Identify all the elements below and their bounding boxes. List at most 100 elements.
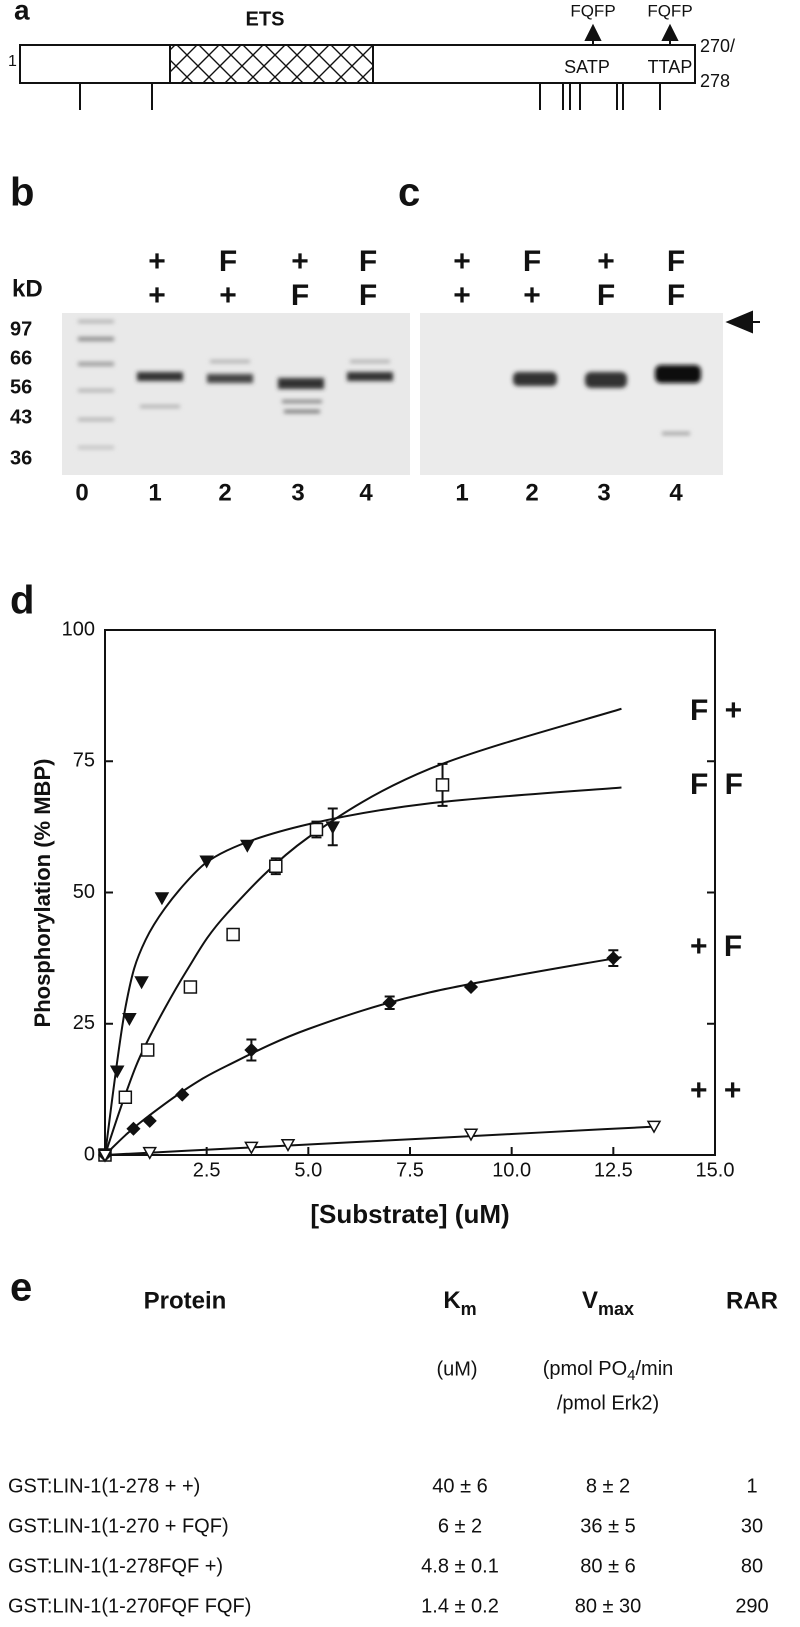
marker-label: 97 — [10, 318, 32, 340]
data-point — [134, 976, 149, 990]
gel-bands — [78, 320, 393, 449]
data-point — [309, 822, 324, 837]
marker-label: 56 — [10, 376, 32, 398]
table-cell: GST:LIN-1(1-270 + FQF) — [8, 1515, 229, 1537]
site-arrow — [584, 23, 679, 45]
header-sub: m — [461, 1299, 477, 1319]
column-header: RAR — [726, 1287, 778, 1314]
lane-header: + — [453, 245, 471, 278]
lane-number: 3 — [597, 479, 610, 506]
table-cell: 1 — [746, 1475, 757, 1497]
lane-number: 1 — [455, 479, 468, 506]
site-label: TTAP — [648, 57, 693, 77]
data-point — [382, 995, 397, 1010]
column-header: Protein — [144, 1287, 227, 1314]
data-point — [244, 1141, 259, 1155]
panel-letter: e — [10, 1266, 32, 1310]
ets-domain — [169, 44, 374, 84]
unit-text: (pmol PO — [543, 1358, 627, 1380]
data-point — [183, 980, 198, 994]
table-cell: 80 ± 6 — [580, 1555, 635, 1577]
band-arrow — [725, 310, 760, 334]
site-label: FQFP — [647, 1, 692, 20]
lane-header: F — [523, 245, 541, 278]
data-point — [435, 778, 450, 792]
end-label: 270/ — [700, 36, 735, 56]
lane-number: 1 — [148, 479, 161, 506]
data-point — [325, 821, 341, 835]
data-point — [269, 859, 283, 873]
lane-number: 2 — [525, 479, 538, 506]
data-point — [118, 1090, 133, 1104]
start-label: 1 — [8, 53, 17, 70]
data-point — [463, 1128, 479, 1142]
x-tick-label: 5.0 — [294, 1159, 322, 1181]
panel-letter: b — [10, 171, 34, 215]
site-label: SATP — [564, 57, 610, 77]
marker-label: 43 — [10, 406, 32, 428]
y-tick-label: 75 — [73, 750, 95, 772]
lane-number: 0 — [75, 479, 88, 506]
lane-header: + — [219, 279, 237, 312]
x-axis-label: [Substrate] (uM) — [310, 1199, 509, 1229]
series-label: F + — [690, 694, 742, 727]
lane-number: 3 — [291, 479, 304, 506]
gel-bands — [513, 365, 701, 435]
y-tick-label: 50 — [73, 881, 95, 903]
lane-number: 4 — [669, 479, 683, 506]
panel-a: a ETS 1 270/ 278 FQFP FQFP SATP TTAP — [8, 0, 735, 110]
unit-label: (uM) — [436, 1358, 477, 1380]
header-text: K — [443, 1287, 461, 1314]
lane-number: 4 — [359, 479, 373, 506]
plot-frame — [104, 629, 716, 1156]
y-tick-label: 0 — [84, 1143, 95, 1165]
x-tick-label: 10.0 — [492, 1159, 531, 1181]
marker-label: 66 — [10, 347, 32, 369]
table-cell: 36 ± 5 — [580, 1515, 635, 1537]
unit-label: (pmol PO4/min — [543, 1358, 674, 1384]
data-point — [122, 1012, 137, 1027]
gel — [420, 313, 723, 475]
data-point — [126, 1121, 141, 1136]
fit-curve — [104, 707, 622, 1156]
unit-label: /pmol Erk2) — [557, 1392, 659, 1414]
lane-header: + — [291, 245, 309, 278]
data-point — [226, 927, 240, 942]
unit-sub: 4 — [627, 1367, 635, 1384]
unit-text: /min — [636, 1358, 674, 1380]
lane-header: + — [148, 245, 166, 278]
lane-header: + — [597, 245, 615, 278]
site-ticks — [79, 83, 661, 110]
data-point — [142, 1146, 158, 1160]
data-point — [154, 892, 170, 906]
panel-letter: d — [10, 579, 34, 623]
table-cell: 40 ± 6 — [432, 1475, 487, 1497]
data-point — [175, 1087, 190, 1102]
lane-header: F — [667, 245, 685, 278]
lane-header: + — [148, 279, 166, 312]
column-header: Vmax — [582, 1287, 634, 1318]
data-point — [109, 1065, 125, 1079]
column-header: Km — [443, 1287, 476, 1318]
table-rows: GST:LIN-1(1-278 + +) 40 ± 6 8 ± 2 1 GST:LIN-… — [8, 1475, 769, 1617]
panel-letter: a — [14, 0, 30, 25]
table-cell: 8 ± 2 — [586, 1475, 630, 1497]
x-tick-label: 15.0 — [696, 1159, 735, 1181]
x-tick-label: 7.5 — [396, 1159, 424, 1181]
y-tick-label: 25 — [73, 1012, 95, 1034]
data-point — [199, 855, 214, 869]
table-cell: 4.8 ± 0.1 — [421, 1555, 499, 1577]
data-point — [463, 979, 479, 995]
data-point — [646, 1120, 662, 1134]
data-point — [240, 839, 255, 853]
panel-d: d Phosphorylation (% MBP) [Substrate] (u… — [10, 579, 743, 1229]
fit-curve — [104, 786, 622, 1156]
lane-header: F — [597, 279, 615, 312]
table-cell: 80 ± 30 — [575, 1595, 642, 1617]
data-point — [97, 1149, 113, 1163]
lane-header: F — [219, 245, 237, 278]
table-cell: 6 ± 2 — [438, 1515, 482, 1537]
fit-curve — [104, 956, 622, 1156]
table-cell: 1.4 ± 0.2 — [421, 1595, 499, 1617]
